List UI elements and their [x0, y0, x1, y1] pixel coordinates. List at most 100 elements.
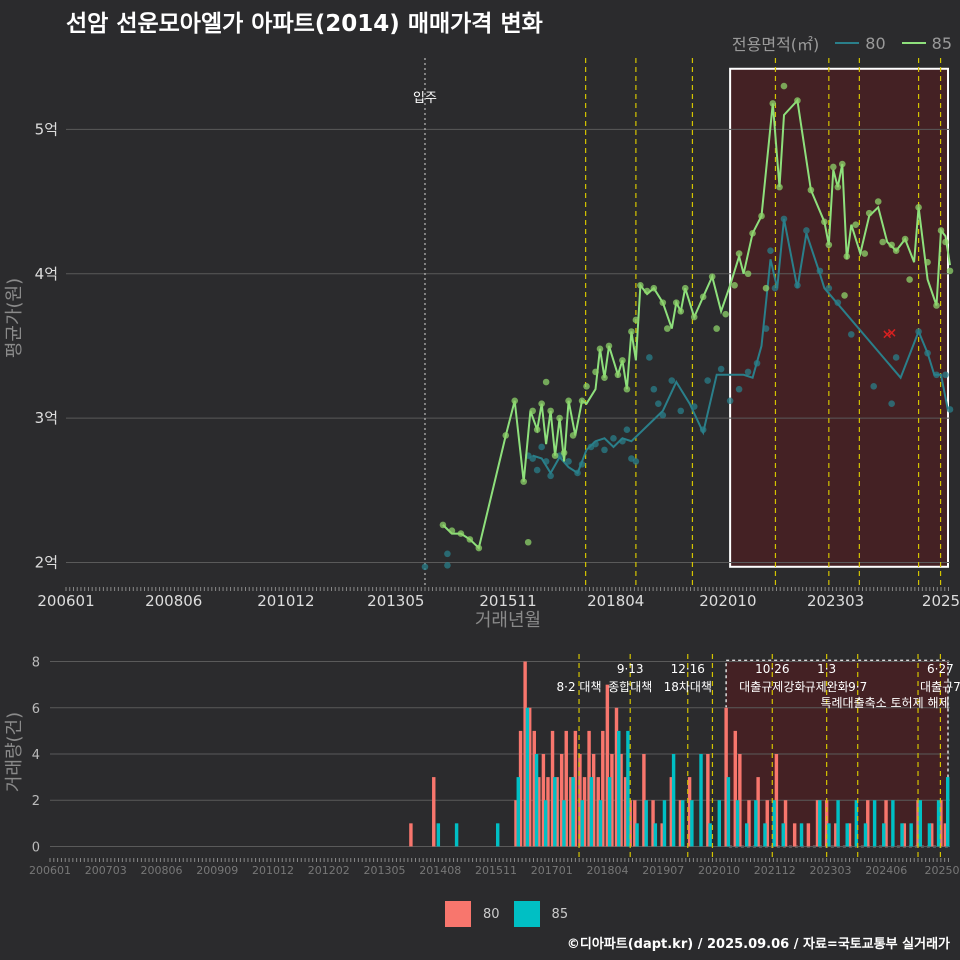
volume-bar-85: [653, 823, 658, 847]
data-point-85: [843, 253, 851, 260]
volume-bar-85: [818, 800, 822, 847]
data-point-85: [861, 250, 869, 257]
volume-bar-80: [706, 754, 710, 847]
volume-bar-80: [633, 800, 637, 847]
volume-bar-80: [550, 730, 555, 847]
volume-bar-85: [744, 823, 749, 847]
policy-name-label: 9·7: [848, 680, 867, 694]
volume-x-tick-label: 201305: [364, 864, 406, 877]
data-point-85: [888, 241, 895, 249]
legend-label-85: 85: [931, 33, 952, 53]
highlight-region: [729, 67, 949, 568]
legend-label-80: 80: [865, 33, 886, 53]
volume-bar-85: [690, 800, 694, 847]
volume-x-tick-label: 200806: [141, 864, 183, 877]
policy-note-label: 특례대출축소 토허제 해제: [820, 696, 949, 710]
data-point-80: [942, 371, 949, 379]
data-point-85: [663, 325, 671, 332]
volume-bar-85: [607, 777, 612, 847]
data-point-80: [610, 435, 617, 442]
volume-bar-80: [902, 823, 907, 847]
data-point-85: [538, 400, 545, 407]
volume-bar-80: [596, 777, 600, 847]
data-point-80: [753, 359, 761, 367]
data-point-80: [601, 446, 608, 454]
data-point-85: [830, 163, 837, 171]
volume-bar-85: [454, 823, 459, 847]
data-point-85: [565, 397, 572, 405]
volume-bar-80: [559, 754, 564, 847]
volume-bar-85: [525, 707, 530, 847]
data-point-85: [596, 345, 604, 353]
volume-bar-80: [555, 777, 559, 847]
data-point-80: [762, 325, 770, 332]
cancelled-deal-mark: ×: [882, 327, 893, 342]
data-point-80: [847, 331, 855, 338]
y-axis-title: 평균가(원): [4, 278, 25, 358]
volume-x-tick-label: 201701: [531, 864, 573, 877]
data-point-85: [551, 452, 559, 459]
data-point-85: [731, 281, 738, 289]
data-point-80: [444, 562, 451, 569]
data-point-85: [708, 273, 716, 280]
data-point-80: [825, 284, 833, 292]
data-point-80: [924, 349, 931, 357]
legend-swatch-80: [835, 42, 860, 44]
volume-bar-85: [717, 800, 722, 847]
volume-bar-85: [863, 823, 868, 847]
price-legend: 전용면적(㎡) 80 85: [732, 31, 952, 55]
x-tick-label: 200806: [145, 592, 202, 610]
data-point-85: [628, 328, 635, 335]
data-point-80: [533, 466, 541, 474]
data-point-85: [547, 407, 554, 415]
data-point-80: [655, 400, 662, 407]
volume-bar-85: [699, 754, 703, 847]
volume-bar-85: [589, 777, 594, 847]
volume-bar-85: [946, 777, 950, 847]
data-point-85: [901, 235, 909, 243]
data-point-80: [646, 354, 653, 361]
policy-date-label: 6·27: [927, 662, 954, 676]
volume-bar-85: [534, 754, 539, 847]
volume-bar-80: [834, 823, 838, 847]
data-point-85: [457, 530, 465, 537]
data-point-80: [699, 426, 707, 433]
volume-bar-80: [564, 730, 568, 847]
data-point-85: [614, 371, 622, 379]
volume-bar-80: [601, 730, 605, 847]
data-point-85: [690, 313, 698, 321]
data-point-80: [632, 458, 640, 465]
volume-bar-85: [580, 800, 584, 847]
cancelled-deal-mark: ×: [886, 326, 897, 341]
data-point-85: [762, 284, 770, 292]
volume-bar-80: [591, 754, 596, 847]
data-point-80: [542, 458, 550, 465]
volume-x-tick-label: 201907: [642, 864, 684, 877]
volume-bar-80: [605, 684, 610, 847]
data-point-85: [821, 218, 828, 226]
volume-bar-80: [747, 800, 751, 847]
data-point-85: [841, 292, 848, 299]
y-tick-label: 5억: [35, 120, 58, 138]
data-point-85: [659, 299, 667, 306]
data-point-85: [713, 325, 720, 332]
volume-bar-80: [409, 823, 413, 847]
x-axis-title: 거래년월: [475, 610, 541, 631]
legend-square-85: [513, 901, 540, 927]
data-point-80: [870, 383, 878, 390]
volume-bar-85: [726, 777, 731, 847]
data-point-85: [475, 544, 483, 552]
volume-bar-80: [578, 754, 582, 847]
volume-bar-85: [436, 823, 441, 847]
data-point-85: [672, 299, 680, 306]
data-point-80: [744, 368, 752, 376]
volume-bar-85: [781, 823, 785, 847]
volume-x-tick-label: 200909: [196, 864, 238, 877]
x-tick-label: 200601: [37, 592, 94, 610]
volume-x-tick-label: 20250: [925, 864, 960, 877]
data-point-80: [659, 411, 667, 419]
data-point-80: [780, 215, 788, 223]
data-point-80: [794, 281, 801, 289]
data-point-85: [865, 209, 873, 217]
legend-text-80: 80: [483, 906, 500, 922]
